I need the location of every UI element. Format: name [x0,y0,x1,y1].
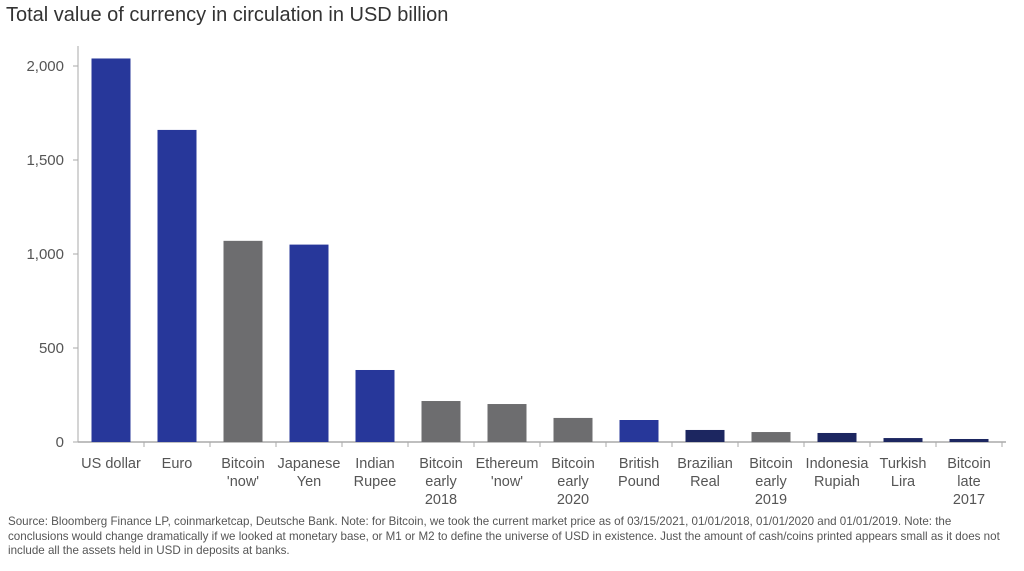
source-note: Source: Bloomberg Finance LP, coinmarket… [8,515,1000,557]
x-category-label: Brazilian Real [677,456,733,490]
x-category-label: Bitcoin'now' [221,456,265,490]
y-tick-label: 500 [39,340,64,357]
y-tick-label: 1,500 [26,152,64,169]
bar [289,244,329,442]
x-category-label: Bitcoin early 2020 [551,456,595,508]
x-category-label: Turkish Lira [880,456,927,490]
bar [949,438,989,442]
bar [619,420,659,442]
x-category-label: US dollar [81,456,141,472]
x-category-label: Bitcoin late 2017 [947,456,991,508]
bar [421,401,461,442]
bar [355,369,395,442]
bar [91,58,131,442]
x-category-label: Indian Rupee [354,456,397,490]
bar [751,432,791,442]
x-category-label: British Pound [618,456,660,490]
y-tick-label: 1,000 [26,246,64,263]
bar [487,404,527,442]
y-tick-label: 2,000 [26,58,64,75]
bar-chart: 0 500 1,000 1,500 2,000 US dollar Euro Bitcoin '… [26,46,1006,508]
x-category-label: Bitcoin early 2018 [419,456,463,508]
x-category-label: Ethereum'now' [476,456,539,490]
x-category-label: Euro [162,456,193,472]
bar [685,429,725,442]
chart-title: Total value of currency in circulation i… [6,4,449,26]
x-category-label: Japanese Yen [278,456,341,490]
bar [883,438,923,442]
y-tick-label: 0 [56,434,64,451]
x-category-label: Bitcoin early 2019 [749,456,793,508]
x-category-label: Indonesia Rupiah [806,456,870,490]
bar [157,129,197,443]
bar [223,240,263,442]
bar [553,417,593,442]
bar [817,432,857,442]
